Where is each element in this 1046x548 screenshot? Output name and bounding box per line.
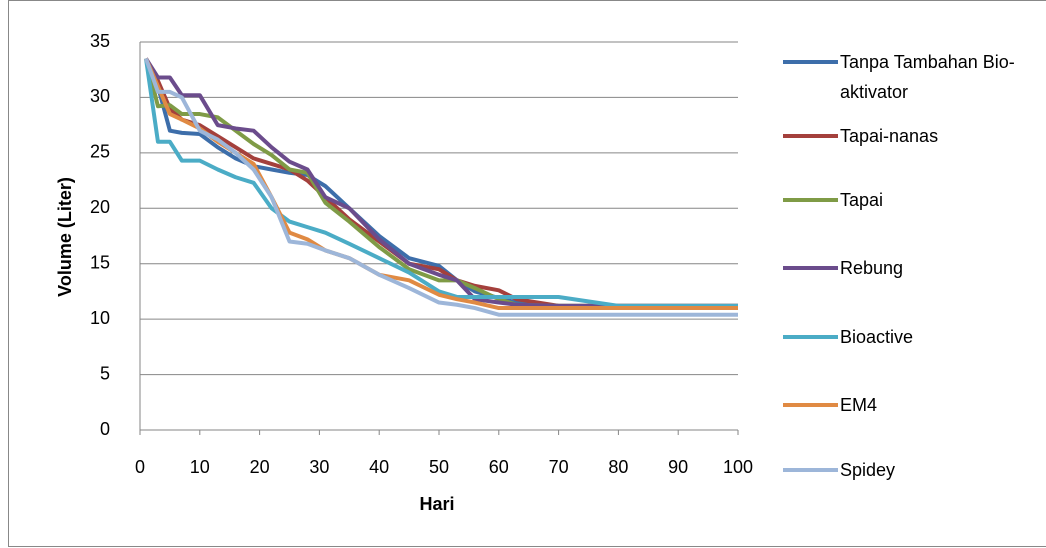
y-tick-label: 30	[90, 86, 110, 106]
chart-container: Hari Volume (Liter) 0 5 10 15 20 25 30 35 0 10 20 3…	[0, 0, 1046, 548]
x-tick-label: 40	[369, 457, 389, 477]
x-tick-label: 20	[250, 457, 270, 477]
legend-label: Spidey	[840, 455, 1040, 485]
legend-label: Rebung	[840, 253, 1040, 283]
x-tick-label: 0	[135, 457, 145, 477]
y-tick-label: 10	[90, 308, 110, 328]
y-tick-label: 35	[90, 31, 110, 51]
x-tick-label: 60	[489, 457, 509, 477]
y-tick-label: 0	[100, 419, 110, 439]
x-tick-label: 80	[608, 457, 628, 477]
y-tick-label: 20	[90, 197, 110, 217]
legend-label: Tapai-nanas	[840, 121, 1040, 151]
legend-label: Bioactive	[840, 322, 1040, 352]
legend-label: Tanpa Tambahan Bio-aktivator	[840, 47, 1040, 107]
series-line	[146, 59, 738, 306]
legend-label: Tapai	[840, 185, 1040, 215]
y-tick-label: 15	[90, 252, 110, 272]
x-tick-label: 50	[429, 457, 449, 477]
x-tick-label: 10	[190, 457, 210, 477]
y-tick-label: 25	[90, 142, 110, 162]
legend-label: EM4	[840, 390, 1040, 420]
y-axis-title: Volume (Liter)	[55, 177, 75, 297]
x-tick-label: 100	[723, 457, 753, 477]
x-tick-label: 90	[668, 457, 688, 477]
x-tick-label: 70	[549, 457, 569, 477]
y-tick-label: 5	[100, 363, 110, 383]
x-tick-label: 30	[309, 457, 329, 477]
x-axis-title: Hari	[419, 494, 454, 514]
